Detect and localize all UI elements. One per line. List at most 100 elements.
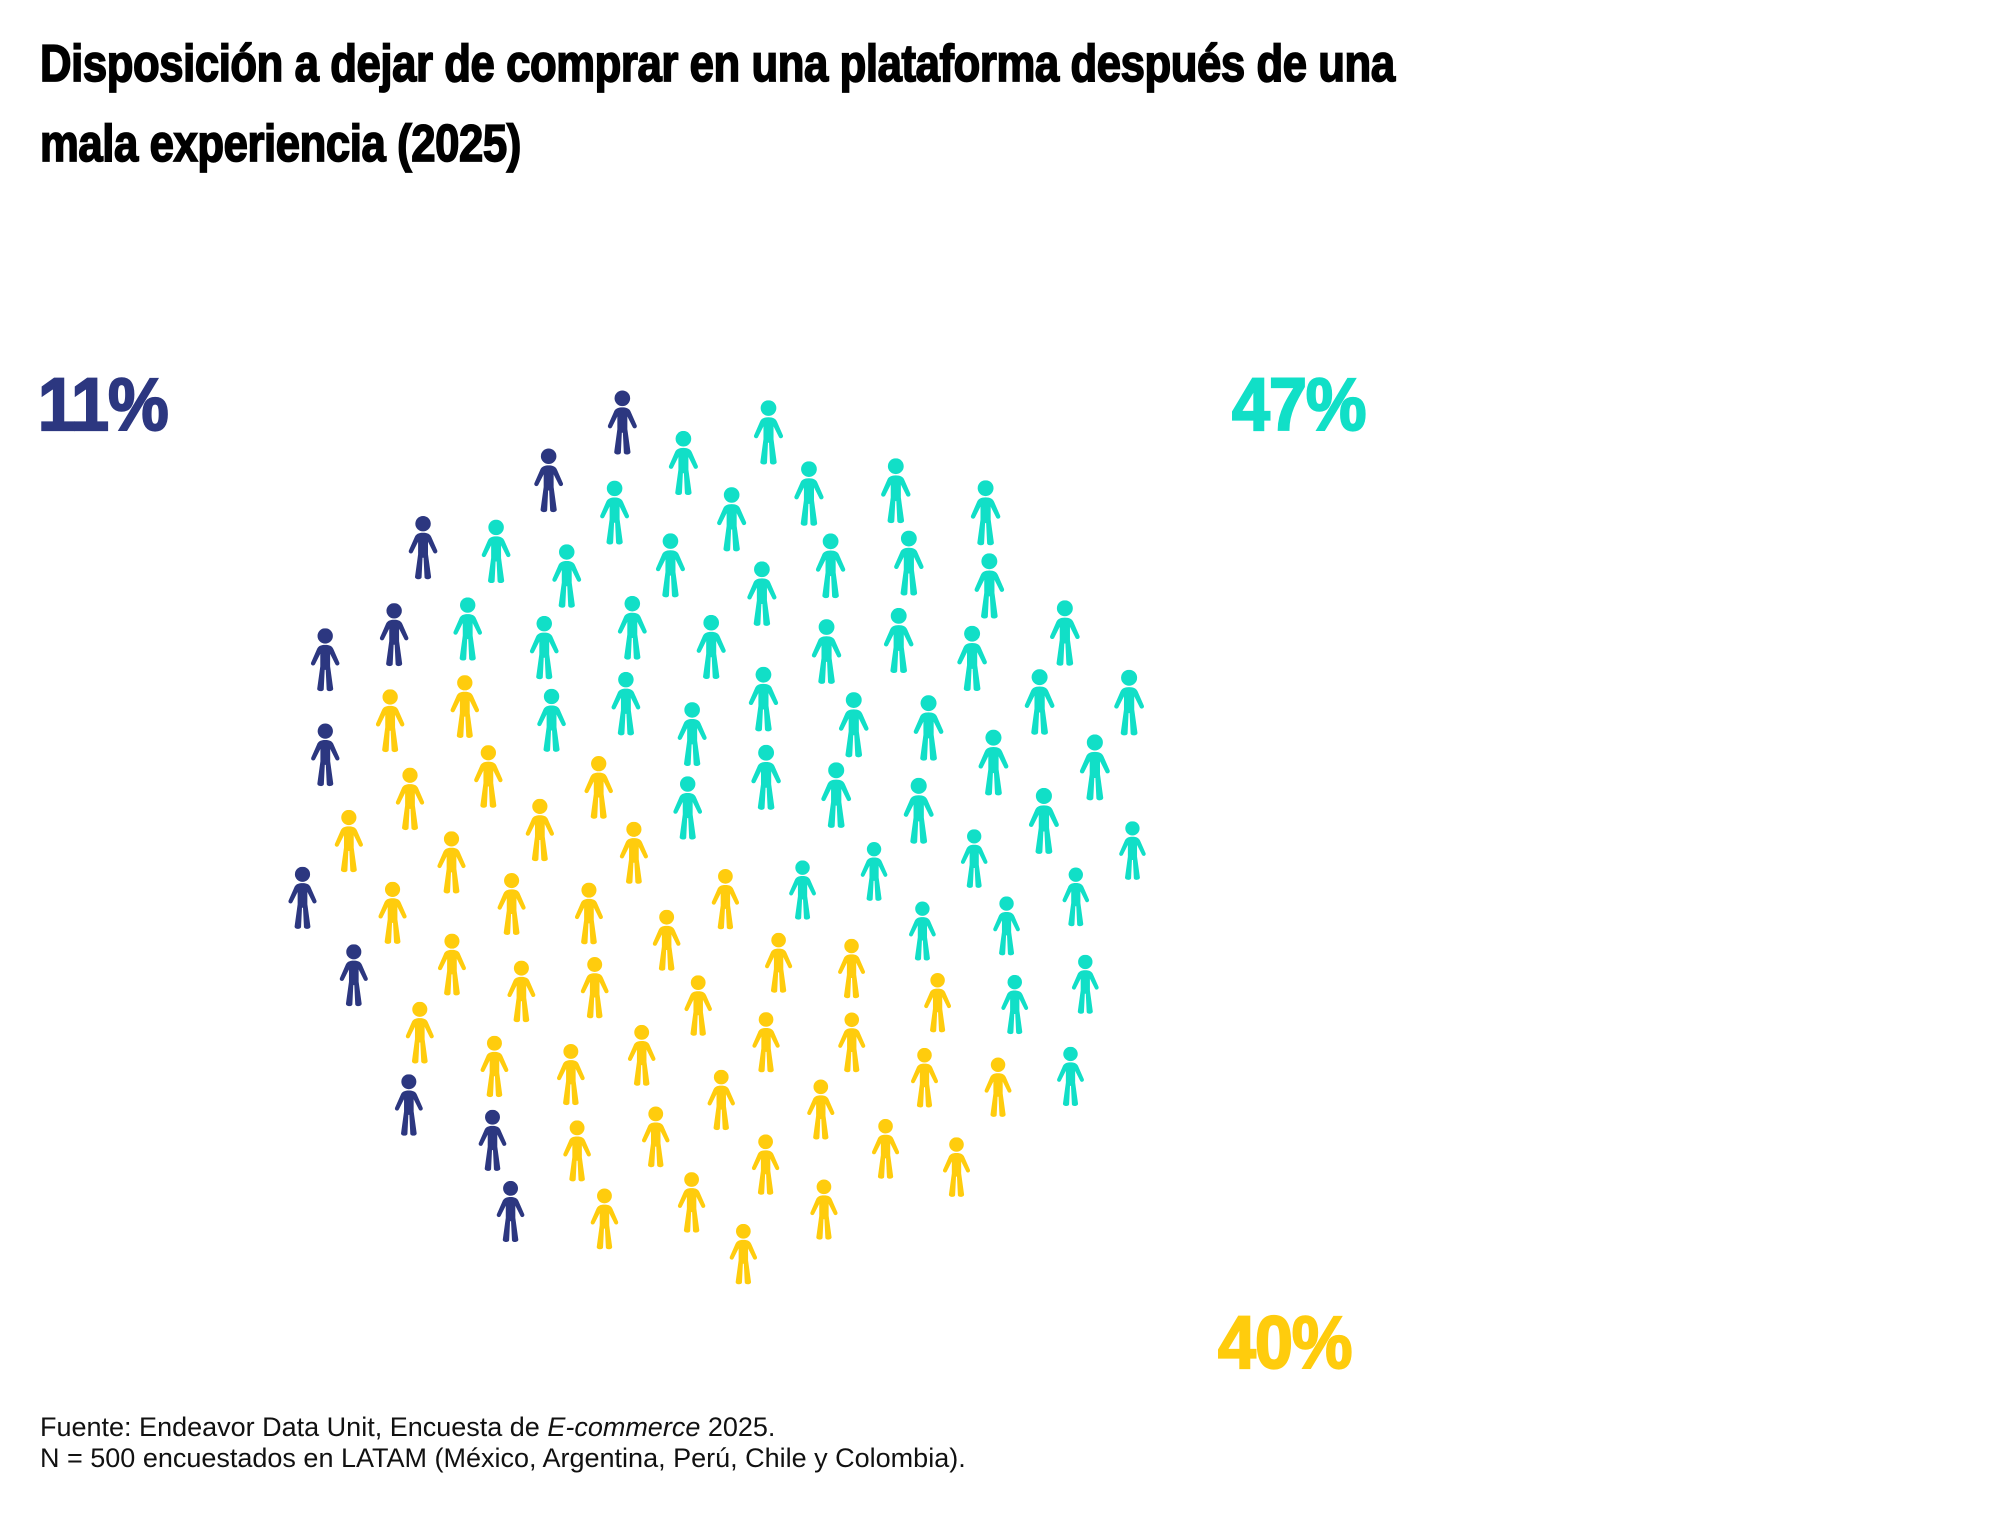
person-icon xyxy=(627,1024,656,1086)
person-icon xyxy=(617,595,647,660)
source-italic-text: E-commerce xyxy=(547,1412,701,1442)
person-icon xyxy=(960,829,988,888)
person-icon xyxy=(903,777,934,844)
person-icon xyxy=(379,603,409,667)
person-icon xyxy=(507,960,536,1023)
person-icon xyxy=(748,666,779,732)
person-icon xyxy=(563,1120,591,1182)
chart-title-line1: Disposición a dejar de comprar en una pl… xyxy=(39,34,1396,94)
percent-label-navy: 11% xyxy=(37,363,170,446)
person-icon xyxy=(394,1074,423,1136)
person-icon xyxy=(1057,1046,1084,1107)
person-icon xyxy=(838,938,866,999)
person-icon xyxy=(474,745,503,808)
person-icon xyxy=(751,1134,780,1195)
person-icon xyxy=(537,688,566,752)
person-icon xyxy=(970,480,1001,546)
person-icon xyxy=(677,1172,706,1233)
person-icon xyxy=(894,530,924,596)
person-icon xyxy=(909,901,936,961)
person-icon xyxy=(752,1012,780,1073)
person-icon xyxy=(707,1069,735,1131)
person-icon xyxy=(789,860,816,920)
person-icon xyxy=(717,487,747,552)
person-icon xyxy=(590,1188,619,1250)
person-icon xyxy=(557,1044,585,1106)
person-icon xyxy=(1114,669,1144,736)
chart-title: Disposición a dejar de comprar en una pl… xyxy=(39,24,1552,184)
person-icon xyxy=(984,1057,1012,1117)
person-icon xyxy=(600,480,630,545)
person-icon xyxy=(288,866,317,929)
person-icon xyxy=(375,689,405,753)
person-icon xyxy=(311,723,340,787)
person-icon xyxy=(729,1223,758,1285)
person-icon xyxy=(696,614,726,680)
person-icon xyxy=(525,798,554,862)
person-icon xyxy=(611,671,641,736)
person-icon xyxy=(821,762,852,828)
person-icon xyxy=(437,831,466,894)
person-icon xyxy=(408,516,438,580)
person-icon xyxy=(655,533,685,598)
percent-label-teal: 47% xyxy=(1231,363,1367,446)
person-icon xyxy=(641,1106,670,1168)
person-icon xyxy=(652,909,681,971)
person-icon xyxy=(481,519,511,584)
person-icon xyxy=(668,430,698,496)
person-icon xyxy=(810,1179,838,1240)
person-icon xyxy=(924,973,952,1033)
person-icon xyxy=(838,692,869,758)
person-icon xyxy=(684,975,712,1036)
person-icon xyxy=(957,625,987,692)
source-line1: Fuente: Endeavor Data Unit, Encuesta de … xyxy=(40,1412,776,1442)
person-icon xyxy=(860,842,888,901)
person-icon xyxy=(1079,734,1110,801)
person-icon xyxy=(478,1109,507,1171)
person-icon xyxy=(310,628,340,692)
person-icon xyxy=(1001,974,1029,1035)
person-icon xyxy=(871,1118,900,1179)
person-icon xyxy=(673,776,703,840)
person-icon xyxy=(811,619,842,684)
person-icon xyxy=(1024,669,1055,735)
person-icon xyxy=(437,933,466,996)
person-icon xyxy=(453,597,483,661)
person-icon xyxy=(978,729,1009,796)
person-icon xyxy=(584,756,613,819)
person-icon xyxy=(497,873,526,935)
person-icon xyxy=(405,1001,434,1064)
person-icon xyxy=(807,1079,835,1140)
person-icon xyxy=(480,1035,509,1098)
person-icon xyxy=(496,1180,525,1242)
person-icon xyxy=(534,448,564,513)
pictogram-chart xyxy=(288,390,1146,1285)
person-icon xyxy=(1028,787,1059,854)
person-icon xyxy=(619,821,648,884)
person-icon xyxy=(993,896,1020,956)
person-icon xyxy=(552,544,582,608)
person-icon xyxy=(339,944,368,1007)
person-icon xyxy=(815,533,846,599)
person-icon xyxy=(607,390,637,455)
person-icon xyxy=(942,1137,971,1197)
person-icon xyxy=(450,675,480,738)
person-icon xyxy=(1062,867,1090,927)
person-icon xyxy=(378,881,407,944)
person-icon xyxy=(751,744,781,810)
person-icon xyxy=(765,932,793,993)
chart-title-line2: mala experiencia (2025) xyxy=(39,114,522,174)
percent-label-yellow: 40% xyxy=(1217,1301,1353,1384)
person-icon xyxy=(838,1012,866,1073)
sample-note: N = 500 encuestados en LATAM (México, Ar… xyxy=(40,1443,966,1473)
person-icon xyxy=(747,561,777,626)
person-icon xyxy=(580,957,609,1019)
person-icon xyxy=(677,702,707,767)
person-icon xyxy=(883,607,914,674)
person-icon xyxy=(974,553,1005,619)
source-note: Fuente: Endeavor Data Unit, Encuesta de … xyxy=(40,1412,966,1474)
person-icon xyxy=(1050,600,1080,666)
person-icon xyxy=(1071,954,1099,1014)
person-icon xyxy=(753,400,784,465)
